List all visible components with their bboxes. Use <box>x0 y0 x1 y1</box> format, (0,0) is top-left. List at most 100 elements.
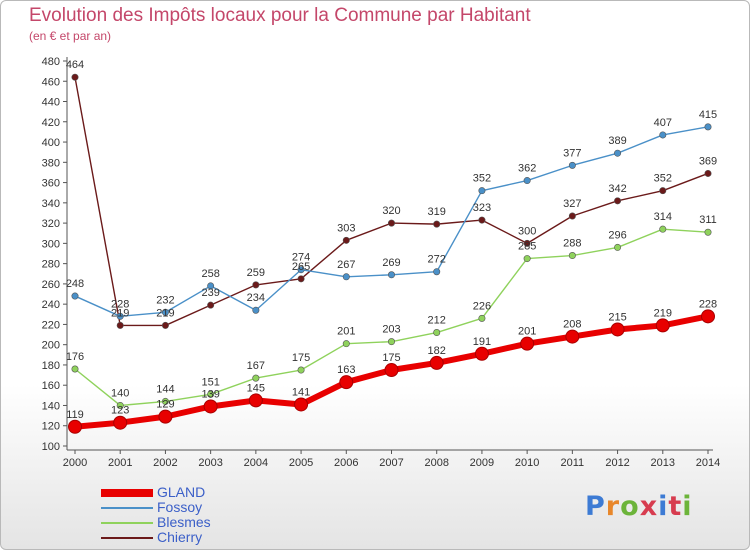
data-label: 269 <box>382 257 400 269</box>
data-label: 201 <box>518 326 536 338</box>
data-point <box>113 415 128 430</box>
data-point <box>297 266 305 274</box>
data-label: 163 <box>337 364 355 376</box>
data-label: 303 <box>337 222 355 234</box>
data-point <box>659 131 667 139</box>
data-point <box>161 321 169 329</box>
data-point <box>342 273 350 281</box>
data-point <box>68 419 82 434</box>
data-label: 311 <box>699 214 717 226</box>
data-point <box>704 123 712 131</box>
data-label: 415 <box>699 109 717 121</box>
data-point <box>203 399 218 414</box>
data-label: 119 <box>66 409 84 421</box>
data-point <box>478 216 486 224</box>
y-tick-label: 300 <box>42 238 60 250</box>
data-label: 352 <box>473 173 491 185</box>
data-point <box>659 225 667 233</box>
data-point <box>614 243 622 251</box>
legend-swatch <box>101 522 153 524</box>
y-tick-label: 380 <box>42 157 60 169</box>
data-point <box>568 252 576 260</box>
data-label: 212 <box>428 315 446 327</box>
data-point <box>207 390 215 398</box>
data-point <box>252 306 260 314</box>
data-point <box>342 340 350 348</box>
legend-swatch <box>101 537 153 539</box>
data-label: 285 <box>518 241 536 253</box>
x-tick-label: 2007 <box>379 457 403 469</box>
legend-label: GLAND <box>157 484 206 500</box>
data-label: 274 <box>292 252 310 264</box>
data-label: 232 <box>156 294 174 306</box>
data-point <box>158 409 173 424</box>
data-point <box>71 365 79 373</box>
data-label: 352 <box>654 173 672 185</box>
data-point <box>568 212 576 220</box>
y-tick-label: 220 <box>42 319 60 331</box>
data-point <box>384 363 399 378</box>
data-label: 175 <box>382 352 400 364</box>
data-point <box>614 197 622 205</box>
data-point <box>252 374 260 382</box>
x-tick-label: 2010 <box>515 457 539 469</box>
data-label: 272 <box>428 254 446 266</box>
y-tick-label: 100 <box>42 441 60 453</box>
legend-label: Blesmes <box>157 514 211 530</box>
x-tick-label: 2001 <box>108 457 132 469</box>
data-point <box>433 329 441 337</box>
data-label: 258 <box>201 268 219 280</box>
data-point <box>478 314 486 322</box>
data-point <box>387 338 395 346</box>
data-label: 228 <box>111 298 129 310</box>
y-tick-label: 160 <box>42 380 60 392</box>
data-point <box>474 346 489 361</box>
data-point <box>342 236 350 244</box>
data-label: 319 <box>428 206 446 218</box>
data-point <box>478 187 486 195</box>
x-tick-label: 2013 <box>651 457 675 469</box>
x-tick-label: 2003 <box>198 457 222 469</box>
data-point <box>116 401 124 409</box>
data-label: 219 <box>156 307 174 319</box>
y-tick-label: 200 <box>42 340 60 352</box>
data-point <box>433 268 441 276</box>
data-point <box>387 271 395 279</box>
data-label: 234 <box>247 292 265 304</box>
data-point <box>659 187 667 195</box>
data-point <box>655 318 670 333</box>
series-line-chierry <box>74 77 709 327</box>
data-label: 182 <box>428 345 446 357</box>
data-point <box>523 239 531 247</box>
data-point <box>520 336 535 351</box>
x-tick-label: 2004 <box>244 457 268 469</box>
data-point <box>610 322 625 337</box>
data-point <box>429 355 444 370</box>
data-label: 203 <box>382 324 400 336</box>
x-tick-label: 2005 <box>289 457 313 469</box>
data-point <box>433 220 441 228</box>
y-tick-label: 440 <box>42 97 60 109</box>
data-point <box>207 301 215 309</box>
data-point <box>161 308 169 316</box>
legend-item-chierry: Chierry <box>101 530 321 545</box>
y-tick-label: 460 <box>42 76 60 88</box>
data-label: 464 <box>66 59 84 71</box>
legend-item-blesmes: Blesmes <box>101 515 321 530</box>
y-tick-label: 140 <box>42 400 60 412</box>
data-point <box>71 73 79 81</box>
data-label: 123 <box>111 405 129 417</box>
x-tick-label: 2014 <box>696 457 720 469</box>
data-label: 167 <box>247 360 265 372</box>
y-tick-label: 260 <box>42 279 60 291</box>
y-tick-label: 360 <box>42 178 60 190</box>
data-label: 176 <box>66 351 84 363</box>
data-point <box>387 219 395 227</box>
data-label: 259 <box>247 267 265 279</box>
legend-item-fossoy: Fossoy <box>101 500 321 515</box>
legend-swatch <box>101 507 153 509</box>
data-label: 215 <box>608 311 626 323</box>
data-point <box>565 329 580 344</box>
data-label: 296 <box>608 229 626 241</box>
